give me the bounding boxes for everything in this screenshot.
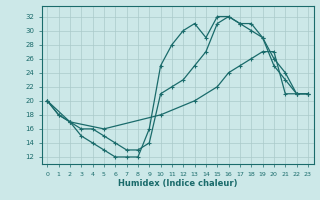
X-axis label: Humidex (Indice chaleur): Humidex (Indice chaleur) bbox=[118, 179, 237, 188]
